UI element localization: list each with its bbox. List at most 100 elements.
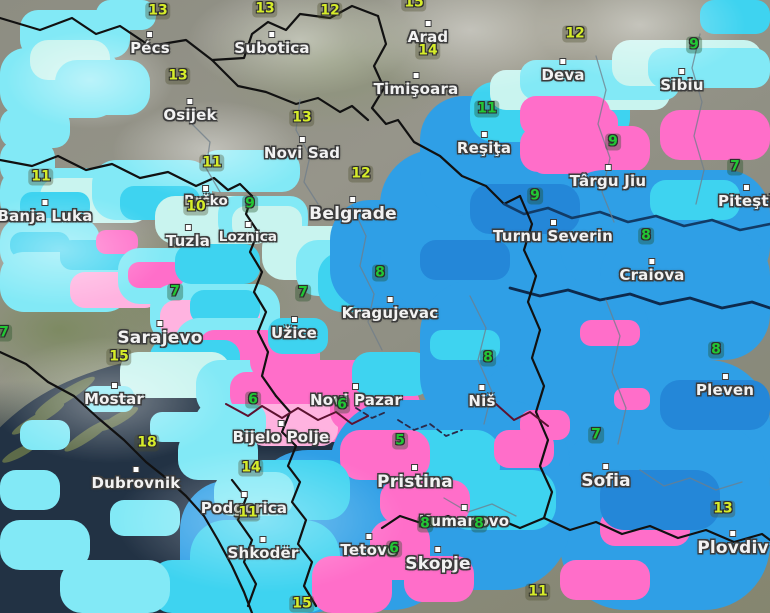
temperature-badge[interactable]: 15 [106,348,132,366]
city-marker[interactable]: Kumanovo [419,504,509,530]
city-dot-icon [365,533,373,540]
city-marker[interactable]: Arad [408,20,449,46]
temperature-badge[interactable]: 7 [295,284,311,302]
temperature-badge[interactable]: 6 [386,540,402,558]
city-marker[interactable]: Shkodër [227,536,298,562]
city-marker[interactable]: Sofia [581,463,631,491]
city-marker[interactable]: Craiova [619,258,684,284]
city-name-label: Pécs [130,39,170,57]
city-dot-icon [352,383,360,390]
city-marker[interactable]: Piteşti [718,184,770,210]
city-dot-icon [349,196,357,203]
temperature-badge[interactable]: 6 [334,396,350,414]
city-name-label: Timişoara [373,80,459,98]
city-marker[interactable]: Kragujevac [342,296,439,322]
city-marker[interactable]: Pécs [130,31,170,57]
temperature-badge[interactable]: 18 [134,434,160,452]
temperature-badge[interactable]: 13 [165,67,191,85]
city-marker[interactable]: Novi Sad [264,136,340,162]
temperature-badge[interactable]: 11 [235,504,261,522]
city-marker[interactable]: Deva [541,58,584,84]
temperature-badge[interactable]: 8 [638,227,654,245]
temperature-badge[interactable]: 15 [401,0,427,12]
temperature-badge[interactable]: 14 [238,459,264,477]
city-marker[interactable]: Podgorica [201,491,287,517]
temperature-badge[interactable]: 13 [145,2,171,20]
temperature-badge[interactable]: 11 [474,100,500,118]
temperature-badge[interactable]: 7 [727,158,743,176]
city-name-label: Novi Pazar [310,391,402,409]
temperature-badge[interactable]: 15 [289,595,315,613]
city-marker[interactable]: Banja Luka [0,199,93,225]
temperature-badge[interactable]: 11 [28,168,54,186]
temperature-badge[interactable]: 7 [0,324,12,342]
temperature-badge[interactable]: 8 [480,349,496,367]
city-marker[interactable]: Pleven [696,373,754,399]
city-marker[interactable]: Belgrade [309,196,397,224]
temperature-badge[interactable]: 11 [199,154,225,172]
city-marker[interactable]: Tuzla [166,224,210,250]
city-marker[interactable]: Osijek [163,98,216,124]
city-dot-icon [202,185,210,192]
city-marker[interactable]: Târgu Jiu [570,164,646,190]
city-name-label: Sofia [581,471,631,491]
temperature-badge[interactable]: 13 [289,109,315,127]
city-marker[interactable]: Timişoara [374,72,459,98]
city-marker[interactable]: Plovdiv [697,530,769,558]
temperature-badge[interactable]: 8 [372,264,388,282]
temperature-badge[interactable]: 13 [710,500,736,518]
temperature-badge[interactable]: 9 [527,187,543,205]
temperature-badge[interactable]: 8 [708,341,724,359]
city-marker[interactable]: Tetovo [340,533,397,559]
temperature-badge[interactable]: 6 [245,391,261,409]
temperature-badge[interactable]: 12 [348,165,374,183]
city-dot-icon [386,296,394,303]
city-marker[interactable]: Užice [271,316,317,342]
temperature-badge[interactable]: 5 [392,432,408,450]
city-name-label: Niš [468,392,496,410]
city-marker[interactable]: Niš [468,384,495,410]
city-marker[interactable]: Sibiu [660,68,704,94]
city-marker[interactable]: Skopje [405,546,471,574]
city-name-label: Osijek [163,106,217,124]
temperature-badge[interactable]: 9 [686,36,702,54]
city-marker[interactable]: Dubrovnik [92,466,181,492]
city-marker[interactable]: Reşiţa [457,131,511,157]
city-dot-icon [648,258,656,265]
city-marker[interactable]: Mostar [84,382,144,408]
city-name-label: Reşiţa [456,139,512,157]
city-name-label: Loznica [218,229,278,245]
city-dot-icon [186,98,194,105]
city-marker[interactable]: Turnu Severin [493,219,613,245]
temperature-badge[interactable]: 9 [605,133,621,151]
city-marker[interactable]: Novi Pazar [310,383,402,409]
city-marker[interactable]: Pristina [377,464,453,492]
city-marker[interactable]: Loznica [219,221,278,245]
city-dot-icon [478,384,486,391]
city-name-label: Deva [541,66,585,84]
city-dot-icon [41,199,49,206]
temperature-badge[interactable]: 11 [525,583,551,601]
city-name-label: Bijelo Polje [232,428,330,446]
temperature-badge[interactable]: 12 [562,25,588,43]
city-marker[interactable]: Sarajevo [117,320,202,348]
temperature-badge[interactable]: 10 [183,198,209,216]
city-name-label: Podgorica [200,499,288,517]
temperature-badge[interactable]: 8 [417,515,433,533]
city-marker[interactable]: Brčko [184,185,228,209]
temperature-badge[interactable]: 9 [242,195,258,213]
city-dot-icon [268,31,276,38]
city-marker[interactable]: Bijelo Polje [233,420,330,446]
city-name-label: Brčko [184,193,228,209]
city-dot-icon [244,221,252,228]
temperature-badge[interactable]: 7 [588,426,604,444]
city-name-label: Tuzla [165,232,211,250]
temperature-badge[interactable]: 14 [415,42,441,60]
temperature-badge[interactable]: 8 [471,515,487,533]
temperature-badge[interactable]: 7 [167,283,183,301]
city-name-label: Craiova [619,266,685,284]
city-marker[interactable]: Subotica [234,31,310,57]
temperature-badge[interactable]: 12 [317,2,343,20]
temperature-badge[interactable]: 13 [252,0,278,18]
